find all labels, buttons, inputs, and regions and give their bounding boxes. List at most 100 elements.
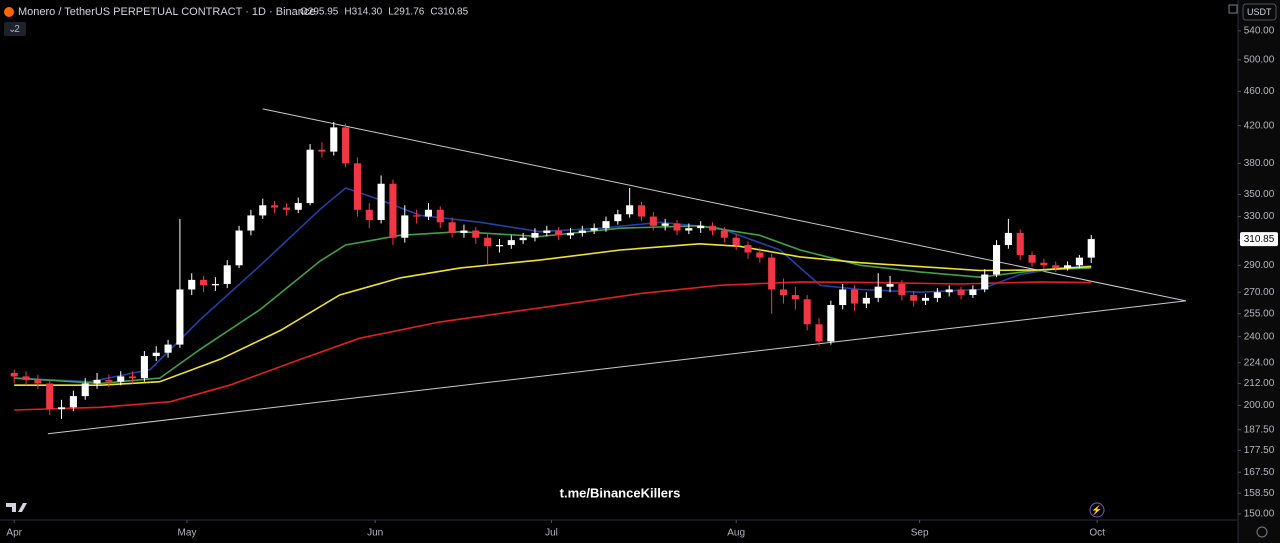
maximize-icon[interactable] — [1228, 4, 1238, 14]
candle-body — [140, 356, 148, 379]
trendline — [262, 108, 1187, 302]
candle-body — [732, 237, 740, 246]
candle-body — [10, 372, 18, 377]
candle-body — [566, 232, 575, 236]
watermark: t.me/BinanceKillers — [560, 485, 681, 500]
y-tick-label: 224.00 — [1244, 357, 1275, 368]
price-axis — [1238, 0, 1280, 543]
candle-body — [886, 283, 894, 287]
candle-body — [673, 223, 681, 231]
candle-body — [294, 203, 302, 210]
y-tick-label: 200.00 — [1244, 400, 1275, 411]
y-tick-label: 330.00 — [1244, 211, 1275, 222]
moving-average — [14, 224, 1092, 385]
candle-body — [543, 230, 551, 233]
candle-body — [57, 407, 66, 410]
candle-body — [768, 257, 776, 290]
candle-body — [850, 289, 859, 304]
candle-body — [839, 289, 847, 306]
candle-body — [460, 230, 468, 233]
candle-body — [306, 149, 314, 204]
candle-body — [1004, 232, 1012, 246]
currency-label: USDT — [1247, 7, 1272, 17]
candle-body — [413, 215, 421, 217]
event-icon[interactable] — [1089, 502, 1105, 518]
x-tick-label: Apr — [6, 528, 22, 539]
candle-body — [223, 265, 231, 284]
candle-body — [495, 245, 504, 247]
candle-body — [472, 230, 480, 238]
y-tick-label: 500.00 — [1244, 54, 1275, 65]
y-tick-label: 240.00 — [1244, 331, 1275, 342]
y-tick-label: 270.00 — [1244, 287, 1275, 298]
candle-body — [93, 379, 101, 384]
candle-body — [247, 215, 255, 231]
candle-body — [129, 376, 137, 379]
candle-body — [34, 379, 42, 384]
candle-body — [259, 205, 267, 216]
y-tick-label: 187.50 — [1244, 424, 1275, 435]
candle-body — [862, 297, 870, 304]
x-tick-label: Sep — [911, 528, 929, 539]
y-tick-label: 350.00 — [1244, 189, 1275, 200]
candle-body — [424, 209, 432, 217]
candle-body — [791, 295, 799, 300]
candle-body — [436, 209, 444, 223]
moving-average — [14, 281, 1092, 411]
tv-logo — [6, 503, 27, 512]
candle-body — [117, 376, 125, 382]
candle-body — [815, 324, 823, 342]
candle-body — [152, 352, 160, 357]
ohlc-legend: O295.95 H314.30 L291.76 C310.85 — [300, 7, 469, 18]
candle-body — [211, 283, 219, 286]
candle-body — [921, 297, 930, 301]
candle-body — [1052, 265, 1060, 268]
candle-body — [1087, 239, 1095, 258]
candle-body — [993, 245, 1001, 275]
symbol-title: Monero / TetherUS PERPETUAL CONTRACT · 1… — [18, 6, 316, 18]
candle-body — [590, 228, 598, 231]
y-tick-label: 540.00 — [1244, 25, 1275, 36]
candle-body — [200, 279, 208, 286]
candle-body — [969, 289, 977, 296]
candle-body — [1075, 257, 1083, 266]
y-tick-label: 290.00 — [1244, 260, 1275, 271]
candle-body — [1016, 232, 1024, 256]
y-tick-label: 380.00 — [1244, 158, 1275, 169]
y-tick-label: 177.50 — [1244, 445, 1275, 456]
y-tick-label: 158.50 — [1244, 488, 1275, 499]
candle-body — [602, 221, 610, 229]
candle-body — [661, 223, 669, 226]
candle-body — [164, 344, 172, 353]
currency-button[interactable] — [1242, 3, 1277, 21]
indicator-toggle[interactable] — [4, 22, 26, 36]
settings-icon[interactable] — [1256, 526, 1268, 538]
candle-body — [330, 127, 338, 152]
candle-body — [803, 299, 811, 325]
candle-body — [626, 205, 634, 215]
plot-area — [10, 108, 1187, 435]
candle-body — [1040, 262, 1048, 266]
candle-body — [910, 295, 918, 301]
candle-body — [271, 205, 279, 208]
x-tick-label: Aug — [727, 528, 745, 539]
candle-body — [69, 396, 77, 408]
x-tick-label: Jun — [367, 528, 383, 539]
candle-body — [1028, 255, 1036, 263]
last-price-label: 310.85 — [1244, 234, 1275, 245]
y-tick-label: 460.00 — [1244, 86, 1275, 97]
y-tick-label: 167.50 — [1244, 467, 1275, 478]
candle-body — [448, 222, 456, 233]
candle-body — [578, 230, 586, 233]
candle-body — [353, 163, 361, 210]
candle-body — [708, 225, 717, 231]
y-tick-label: 150.00 — [1244, 509, 1275, 520]
candle-body — [365, 209, 373, 221]
ohlc-value: C310.85 — [430, 7, 468, 18]
candle-body — [744, 245, 752, 253]
candle-body — [637, 205, 646, 217]
candle-body — [22, 376, 30, 380]
candle-body — [519, 237, 527, 241]
chevron: ⌄ — [8, 24, 16, 35]
